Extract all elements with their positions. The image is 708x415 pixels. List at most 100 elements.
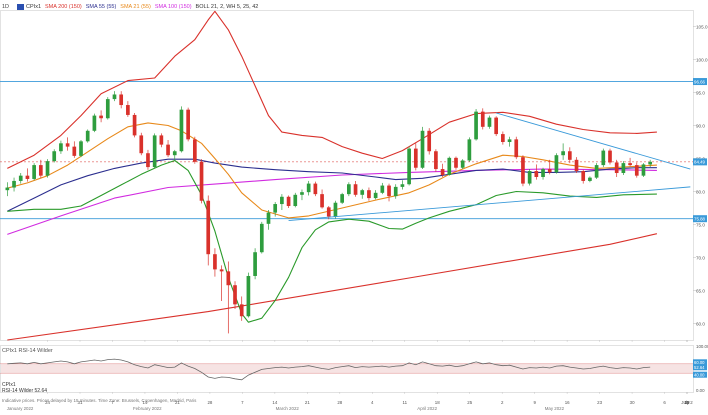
candle-body bbox=[132, 114, 137, 136]
candle-body bbox=[219, 269, 224, 272]
candle-body bbox=[286, 196, 291, 207]
legend-sma55[interactable]: SMA 55 (55) bbox=[85, 4, 117, 10]
timeframe-label[interactable]: 1D bbox=[2, 4, 10, 10]
legend-sma200[interactable]: SMA 200 (150) bbox=[45, 4, 82, 10]
trendline bbox=[496, 112, 691, 170]
x-tick-label: 4 bbox=[686, 400, 689, 405]
candle-body bbox=[527, 171, 532, 184]
candle-body bbox=[280, 196, 284, 205]
rsi-level-label: 40.00 bbox=[694, 372, 705, 377]
series-line-sma-100-150- bbox=[7, 168, 657, 235]
rsi-level-box bbox=[693, 371, 707, 378]
candle-body bbox=[420, 130, 425, 168]
price-label-box bbox=[693, 78, 707, 86]
candle-body bbox=[306, 183, 311, 193]
rsi-legend[interactable]: CPIx1 RSI-14 Wilder bbox=[2, 348, 53, 354]
candle-body bbox=[266, 212, 271, 224]
candle-body bbox=[172, 151, 177, 156]
legend-sma21[interactable]: SMA 21 (55) bbox=[120, 4, 151, 10]
x-tick-label: 6 bbox=[663, 400, 666, 405]
candle-body bbox=[554, 155, 559, 173]
candle-body bbox=[213, 254, 217, 270]
price-labels: 96.66 84.49 75.88 bbox=[693, 78, 707, 223]
symbol-icon bbox=[17, 4, 25, 10]
candle-body bbox=[541, 169, 545, 177]
price-label-box bbox=[693, 215, 707, 223]
trendlines bbox=[288, 112, 691, 221]
x-tick-label: 24 bbox=[45, 400, 50, 405]
time-axis: 24 31 7 14 21 28 7 14 21 28 4 11 18 25 2 9 16 23 30 6 132027… bbox=[7, 340, 693, 411]
candle-body bbox=[367, 190, 371, 199]
x-tick-label: 25 bbox=[467, 400, 472, 405]
candle-body bbox=[567, 151, 572, 160]
x-tick-label: 7 bbox=[241, 400, 244, 405]
candle-body bbox=[494, 117, 499, 135]
series-line-boll-upper bbox=[7, 10, 657, 169]
y-tick-label: 80.0 bbox=[696, 189, 705, 194]
x-tick-label: July 2 bbox=[681, 400, 693, 405]
candle-body bbox=[126, 105, 130, 115]
candle-body bbox=[253, 252, 257, 276]
candle-body bbox=[52, 151, 57, 162]
candle-body bbox=[501, 134, 505, 142]
candle-body bbox=[166, 144, 170, 156]
x-tick-label: 20 bbox=[685, 400, 690, 405]
price-label-text: 84.49 bbox=[694, 160, 706, 165]
candle-body bbox=[59, 143, 63, 152]
main-plot-frame bbox=[0, 10, 694, 341]
candle-body bbox=[159, 135, 164, 145]
candle-body bbox=[152, 135, 157, 168]
legend-sma100[interactable]: SMA 100 (150) bbox=[154, 4, 192, 10]
candle-body bbox=[588, 177, 592, 181]
legend-cpi[interactable]: CPIx1 bbox=[26, 4, 42, 10]
candle-body bbox=[621, 163, 626, 174]
x-tick-label: 2 bbox=[501, 400, 504, 405]
candle-body bbox=[360, 190, 365, 195]
rsi-level-box bbox=[693, 359, 707, 366]
candle-body bbox=[186, 109, 190, 140]
y-tick-label: 65.0 bbox=[696, 288, 705, 293]
candle-body bbox=[25, 175, 30, 179]
y-tick-label: 60.0 bbox=[696, 321, 705, 326]
candle-body bbox=[400, 184, 405, 187]
candle-body bbox=[12, 180, 16, 188]
x-tick-label: 4 bbox=[371, 400, 374, 405]
legend-boll[interactable]: BOLL 21, 2, WH 5, 25, 42 bbox=[195, 4, 259, 10]
price-label-box bbox=[693, 158, 707, 166]
candle-body bbox=[259, 223, 264, 253]
candle-body bbox=[65, 143, 70, 147]
candle-body bbox=[574, 159, 579, 172]
rsi-symbol: CPIx1 bbox=[2, 382, 16, 388]
y-tick-label: 95.0 bbox=[696, 90, 705, 95]
candle-body bbox=[353, 184, 358, 195]
candle-body bbox=[293, 194, 298, 207]
rsi-level-label: 52.64 bbox=[694, 365, 705, 370]
candle-body bbox=[387, 185, 391, 197]
candle-body bbox=[38, 165, 43, 176]
candle-body bbox=[407, 148, 411, 185]
candle-body bbox=[454, 157, 458, 168]
rsi-level-box bbox=[693, 364, 707, 371]
x-tick-label: 13 bbox=[685, 400, 690, 405]
candle-body bbox=[239, 304, 244, 317]
series-line-boll-lower bbox=[7, 159, 657, 323]
candle-body bbox=[226, 271, 231, 286]
candle-body bbox=[45, 161, 50, 176]
price-label-text: 96.66 bbox=[694, 79, 706, 84]
legend-bar: 1D CPIx1 SMA 200 (150) SMA 55 (55) SMA 2… bbox=[2, 2, 262, 12]
rsi-info: CPIx1 RSI-14 Wilder 52.64 bbox=[2, 382, 47, 394]
candle-body bbox=[614, 162, 619, 174]
candle-body bbox=[112, 94, 117, 100]
candle-body bbox=[460, 160, 465, 168]
candle-body bbox=[326, 207, 331, 217]
series-line-sma-21-55- bbox=[7, 122, 657, 219]
x-tick-label: 21 bbox=[175, 400, 180, 405]
x-tick-label: 14 bbox=[272, 400, 277, 405]
candle-body bbox=[440, 169, 445, 175]
candle-body bbox=[373, 192, 378, 199]
candle-body bbox=[347, 184, 351, 195]
x-tick-label: 9 bbox=[533, 400, 536, 405]
indicator-lines bbox=[7, 10, 658, 341]
x-tick-label: 14 bbox=[143, 400, 148, 405]
